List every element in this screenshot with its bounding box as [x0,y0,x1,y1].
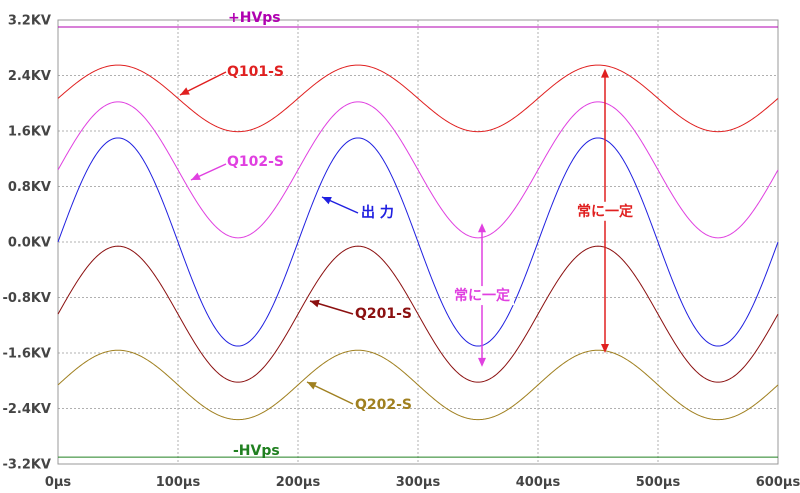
y-tick-label: 1.6KV [8,125,51,140]
series-label: Q202-S [355,397,412,413]
arrowhead [478,357,486,367]
axes: 3.2KV 2.4KV 1.6KV 0.8KV 0.0KV -0.8KV -1.6KV -2.… [2,14,800,491]
arrowhead [478,223,486,233]
y-tick-label: -2.4KV [2,402,51,417]
series-layer [57,26,779,458]
y-tick-label: 3.2KV [8,14,51,29]
arrowhead [310,299,320,308]
series-line [57,101,779,239]
x-tick-label: 0µs [45,475,72,490]
y-tick-label: 2.4KV [8,69,51,84]
arrowhead [307,382,317,390]
arrowhead [180,87,190,95]
series-label: +HVps [228,10,281,26]
annotation-label: 常に一定 [454,287,510,304]
series-label: 出 力 [361,204,394,221]
series-label: Q201-S [355,306,412,322]
arrowhead [601,344,609,353]
y-tick-label: 0.0KV [8,236,51,251]
y-tick-label: 0.8KV [8,180,51,195]
x-tick-label: 500µs [636,475,681,490]
x-tick-label: 100µs [156,475,201,490]
x-tick-label: 200µs [276,475,321,490]
series-line [57,64,779,133]
arrowhead [191,172,201,180]
series-label: Q101-S [227,64,284,80]
series-label: Q102-S [227,154,284,170]
y-tick-label: -1.6KV [2,347,51,362]
x-tick-label: 400µs [516,475,561,490]
series-line [57,349,779,421]
x-tick-label: 600µs [756,475,800,490]
annotation-bg [450,286,514,306]
arrowhead [601,68,609,78]
y-tick-label: -0.8KV [2,291,51,306]
annotation-label: 常に一定 [577,203,633,220]
label-layer: +HVps -HVps Q101-S Q102-S 出 力 Q201-S Q202-S 常に一… [179,10,637,459]
y-tick-label: -3.2KV [2,458,51,473]
series-line [57,137,779,347]
annotation-bg [573,201,637,221]
x-tick-label: 300µs [396,475,441,490]
series-line [57,245,779,383]
series-label: -HVps [233,443,280,459]
arrowhead [322,197,332,205]
